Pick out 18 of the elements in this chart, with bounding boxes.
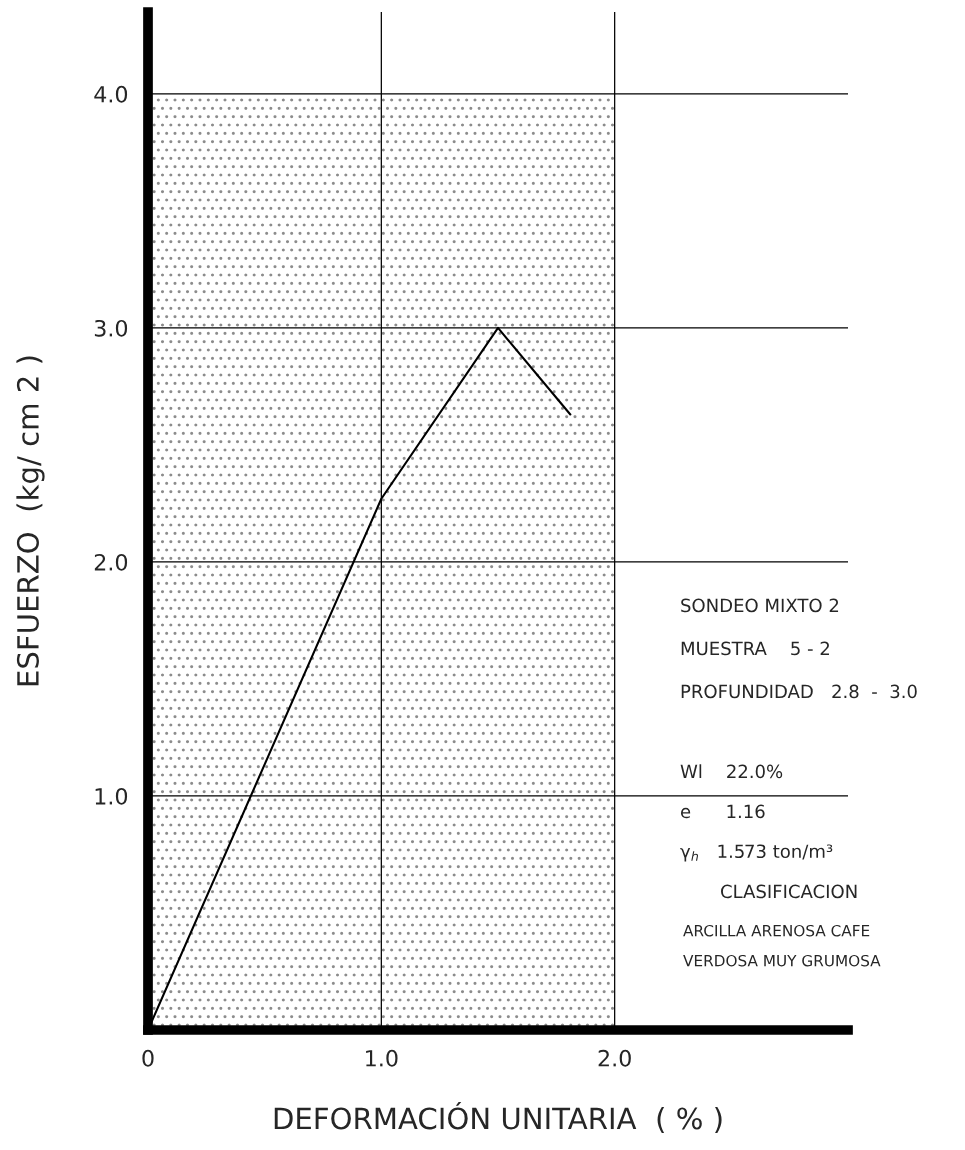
x-tick-label: 1.0 — [366, 1049, 398, 1067]
annotation: ARCILLA ARENOSA CAFE — [683, 924, 870, 937]
y-tick-label: 2.0 — [94, 553, 128, 571]
annotation: MUESTRA 5 - 2 — [681, 641, 829, 656]
x-tick-label: 0 — [142, 1049, 154, 1067]
y-tick-label: 1.0 — [95, 787, 128, 805]
x-axis-title: DEFORMACIÓN UNITARIA ( % ) — [274, 1102, 722, 1133]
y-axis-title: ESFUERZO (kg/ cm 2 ) — [16, 356, 45, 686]
text: γ$_{h}$ 1.573 ton/m³ — [680, 844, 833, 862]
annotation: CLASIFICACION — [721, 884, 857, 899]
y-tick-label: 4.0 — [94, 85, 128, 103]
x-tick-label: 2.0 — [598, 1049, 631, 1067]
annotation: PROFUNDIDAD 2.8 - 3.0 — [681, 684, 917, 699]
annotation: SONDEO MIXTO 2 — [681, 598, 839, 613]
annotation: VERDOSA MUY GRUMOSA — [683, 954, 881, 967]
y-tick-label: 3.0 — [94, 319, 128, 337]
annotation: Wl 22.0% — [680, 764, 783, 779]
annotation: e 1.16 — [681, 804, 765, 819]
